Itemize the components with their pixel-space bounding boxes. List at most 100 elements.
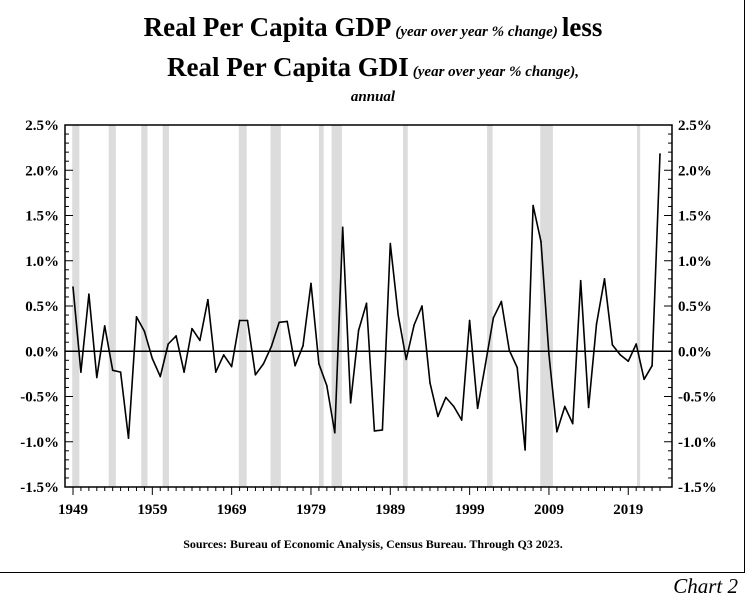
y-tick-label-right: -1.0% (678, 435, 717, 451)
data-point-2016 (603, 278, 606, 280)
data-point-1966 (207, 298, 209, 301)
recession-band-3 (162, 125, 169, 487)
data-point-2011 (564, 405, 566, 408)
data-point-1999 (468, 319, 471, 322)
y-tick-label-right: 2.0% (678, 163, 712, 179)
data-point-1992 (413, 324, 415, 326)
data-point-1960 (159, 375, 162, 378)
data-point-1958 (143, 330, 146, 333)
data-point-1962 (175, 335, 177, 337)
data-point-1964 (191, 327, 193, 330)
data-point-1959 (151, 357, 154, 360)
title-gdi-note: (year over year % change), (412, 64, 579, 80)
recession-band-10 (540, 125, 553, 487)
data-point-1953 (103, 325, 106, 327)
data-point-2023 (659, 153, 661, 155)
y-tick-label-right: 2.5% (678, 118, 712, 134)
y-tick-label-left: -1.0% (20, 435, 59, 451)
data-point-1982 (333, 431, 336, 434)
title-less: less (561, 12, 603, 42)
data-point-2013 (579, 279, 582, 282)
data-point-1956 (127, 437, 130, 439)
data-point-1950 (80, 371, 82, 373)
data-point-1967 (214, 371, 217, 373)
data-point-1974 (270, 345, 273, 348)
data-point-2014 (587, 406, 590, 409)
data-point-2003 (500, 300, 503, 303)
data-point-2002 (492, 316, 495, 319)
y-tick-label-left: 1.0% (25, 254, 59, 270)
y-tick-label-left: 2.0% (25, 163, 59, 179)
data-point-1994 (429, 382, 431, 384)
recession-band-8 (402, 125, 408, 487)
y-tick-label-right: 1.5% (678, 209, 712, 225)
y-tick-label-left: 0.0% (25, 344, 59, 360)
x-tick-label: 1979 (296, 502, 326, 518)
data-point-1984 (349, 402, 352, 404)
recession-band-1 (108, 125, 116, 487)
y-tick-label-right: -1.5% (678, 480, 717, 496)
data-point-1978 (302, 345, 304, 347)
data-point-1965 (199, 339, 201, 342)
data-point-2020 (635, 343, 638, 345)
data-point-1991 (405, 358, 407, 361)
y-tick-label-right: -0.5% (678, 390, 717, 406)
chart-frame (0, 0, 745, 573)
x-tick-label: 2019 (613, 502, 643, 518)
title-gdp: Real Per Capita GDP (143, 12, 392, 42)
data-point-1975 (278, 321, 281, 324)
data-point-1993 (421, 305, 423, 307)
x-tick-label: 2009 (534, 502, 564, 518)
data-point-2006 (524, 449, 526, 451)
data-point-1970 (238, 319, 241, 322)
data-point-1985 (357, 329, 360, 332)
y-tick-label-right: 0.0% (678, 344, 712, 360)
recession-band-0 (72, 125, 80, 487)
data-point-2008 (540, 240, 542, 243)
recession-band-5 (270, 125, 281, 487)
data-point-1990 (397, 314, 400, 316)
data-point-1981 (326, 384, 328, 387)
y-tick-label-right: 0.5% (678, 299, 712, 315)
recession-band-9 (487, 125, 493, 487)
source-note: Sources: Bureau of Economic Analysis, Ce… (183, 537, 563, 551)
data-point-1983 (341, 226, 344, 229)
title-line-1: Real Per Capita GDP (year over year % ch… (0, 12, 746, 43)
y-tick-label-right: 1.0% (678, 254, 712, 270)
x-tick-label: 1969 (217, 502, 247, 518)
data-point-2001 (484, 363, 487, 365)
data-point-1995 (437, 415, 439, 418)
x-tick-label: 1959 (137, 502, 167, 518)
data-point-2010 (556, 430, 558, 433)
data-point-1996 (445, 396, 447, 399)
title-annual: annual (350, 89, 396, 105)
data-point-2017 (611, 344, 614, 346)
y-tick-label-left: 0.5% (25, 299, 59, 315)
plot-border (64, 124, 673, 488)
data-point-1973 (262, 363, 265, 365)
data-point-1955 (119, 371, 122, 373)
title-line-2: Real Per Capita GDI (year over year % ch… (0, 52, 746, 83)
data-point-1989 (389, 242, 392, 245)
x-tick-label: 1989 (375, 502, 405, 518)
data-point-1969 (230, 365, 233, 368)
data-point-1971 (246, 319, 249, 322)
y-tick-label-left: -1.5% (20, 480, 59, 496)
data-point-2022 (651, 364, 653, 367)
data-point-2009 (548, 353, 550, 355)
recession-band-7 (331, 125, 342, 487)
data-point-1979 (310, 282, 312, 285)
data-point-2007 (532, 204, 534, 207)
data-point-1961 (167, 343, 169, 345)
data-point-1976 (286, 320, 288, 323)
x-tick-label: 1949 (58, 502, 88, 518)
y-tick-label-left: 1.5% (25, 209, 59, 225)
data-point-2018 (619, 354, 622, 356)
chart-number-label: Chart 2 (673, 574, 738, 598)
data-point-1980 (318, 363, 320, 365)
data-point-1952 (95, 376, 98, 379)
data-point-1986 (365, 302, 368, 305)
data-point-2015 (595, 323, 598, 325)
data-point-1951 (88, 293, 90, 296)
